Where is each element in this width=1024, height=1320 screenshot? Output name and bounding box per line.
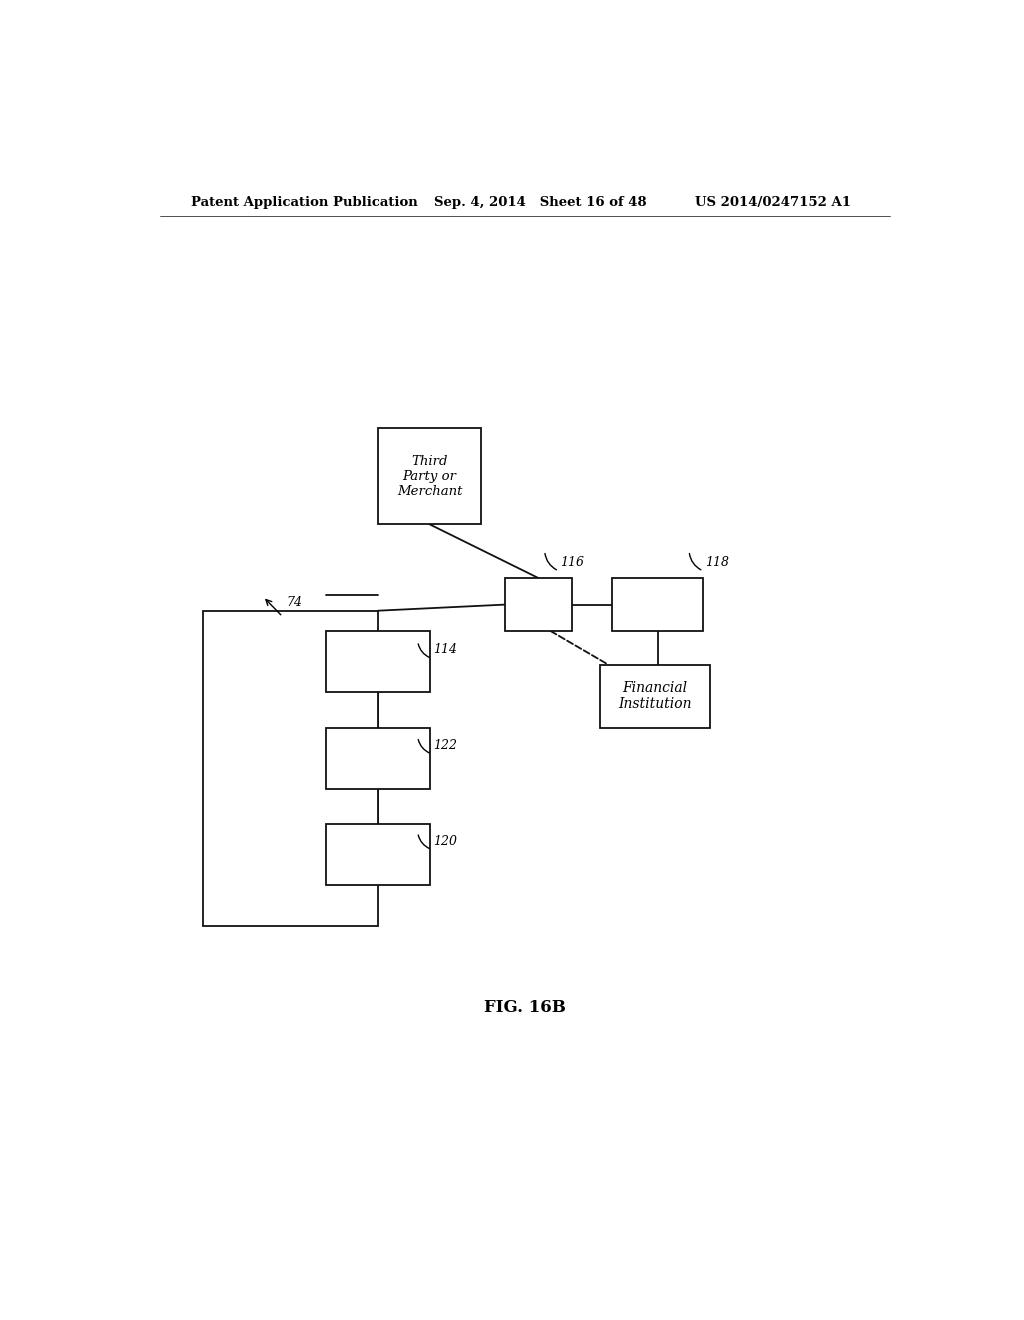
Bar — [378, 428, 481, 524]
Bar — [204, 611, 378, 925]
Bar — [327, 631, 430, 692]
Text: Financial
Institution: Financial Institution — [618, 681, 691, 711]
Text: 114: 114 — [433, 643, 458, 656]
Bar — [327, 824, 430, 886]
Text: FIG. 16B: FIG. 16B — [484, 999, 565, 1015]
Text: US 2014/0247152 A1: US 2014/0247152 A1 — [695, 195, 851, 209]
Text: 118: 118 — [705, 556, 729, 569]
Text: Sep. 4, 2014   Sheet 16 of 48: Sep. 4, 2014 Sheet 16 of 48 — [433, 195, 646, 209]
Text: Third
Party or
Merchant: Third Party or Merchant — [397, 454, 462, 498]
Bar — [327, 727, 430, 788]
Bar — [600, 664, 710, 727]
Text: 116: 116 — [560, 556, 585, 569]
Text: 122: 122 — [433, 739, 458, 752]
Bar — [505, 578, 572, 631]
Text: Patent Application Publication: Patent Application Publication — [191, 195, 418, 209]
Bar — [612, 578, 703, 631]
Text: 120: 120 — [433, 834, 458, 847]
Text: 74: 74 — [287, 595, 303, 609]
